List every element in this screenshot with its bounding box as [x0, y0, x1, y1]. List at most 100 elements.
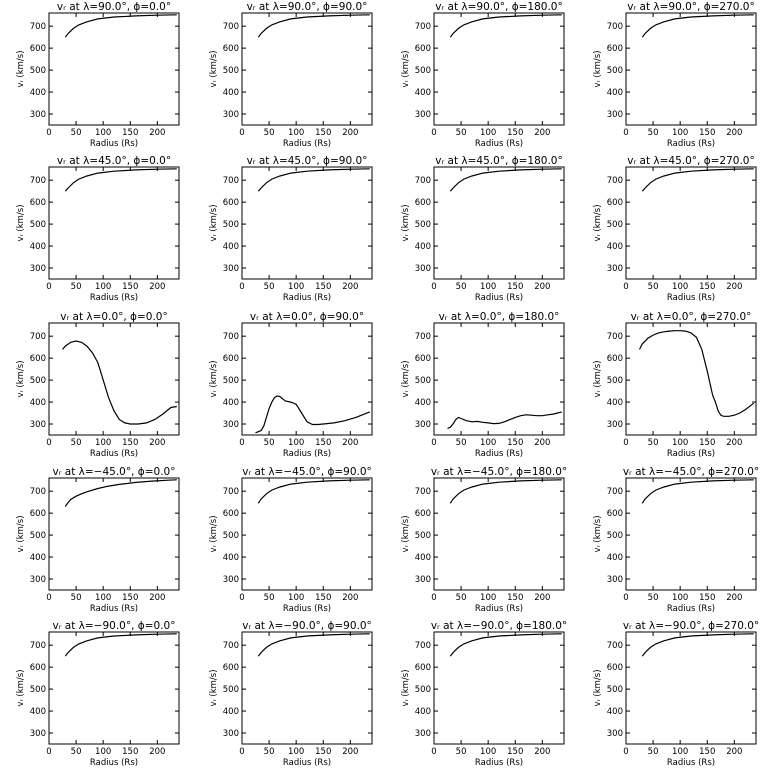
panel-13: vᵣ at λ=−45.0°, ϕ=0.0° 0 50 100 150 200 300 400…: [16, 466, 180, 614]
series-line: [638, 330, 755, 417]
y-tick-label: 600: [415, 354, 431, 364]
y-tick-label: 600: [30, 354, 46, 364]
y-axis-label: vᵣ (km/s): [16, 50, 26, 87]
panel-title: vᵣ at λ=−90.0°, ϕ=0.0°: [53, 620, 176, 632]
x-tick-label: 50: [71, 438, 82, 448]
series-line: [255, 395, 371, 434]
x-tick-label: 150: [122, 128, 138, 138]
x-axis-label: Radius (Rs): [283, 449, 331, 459]
x-tick-label: 50: [456, 747, 467, 757]
y-axis-label: vᵣ (km/s): [401, 204, 411, 241]
panel-20: vᵣ at λ=−90.0°, ϕ=270.0° 0 50 100 150 200 300 4…: [593, 620, 759, 768]
x-tick-label: 50: [71, 282, 82, 292]
x-axis-label: Radius (Rs): [667, 604, 715, 614]
x-tick-label: 150: [507, 128, 523, 138]
x-tick-label: 50: [456, 593, 467, 603]
y-tick-label: 300: [607, 110, 623, 120]
series-line: [257, 633, 370, 657]
x-tick-label: 150: [699, 282, 715, 292]
y-tick-label: 600: [223, 354, 239, 364]
x-tick-label: 150: [699, 593, 715, 603]
y-tick-label: 400: [415, 88, 431, 98]
y-tick-label: 400: [30, 88, 46, 98]
series-line: [64, 479, 177, 507]
y-tick-label: 300: [223, 110, 239, 120]
y-tick-label: 600: [607, 663, 623, 673]
y-axis-label: vᵣ (km/s): [401, 360, 411, 397]
plot-frame: [48, 322, 180, 436]
panel-title: vᵣ at λ=45.0°, ϕ=180.0°: [435, 155, 563, 167]
x-tick-label: 200: [534, 593, 550, 603]
x-tick-label: 50: [71, 593, 82, 603]
panel-title: vᵣ at λ=−45.0°, ϕ=270.0°: [623, 466, 759, 478]
y-tick-label: 600: [30, 198, 46, 208]
plot-frame: [625, 322, 757, 436]
y-axis-label: vᵣ (km/s): [209, 515, 219, 552]
x-tick-label: 200: [149, 747, 165, 757]
x-tick-label: 150: [315, 128, 331, 138]
y-tick-label: 400: [30, 707, 46, 717]
x-axis-label: Radius (Rs): [90, 758, 138, 768]
x-tick-label: 50: [264, 282, 275, 292]
series-line: [447, 411, 562, 429]
y-tick-label: 500: [223, 66, 239, 76]
x-tick-label: 150: [507, 438, 523, 448]
y-tick-label: 300: [415, 575, 431, 585]
x-tick-label: 0: [239, 282, 244, 292]
y-tick-label: 700: [223, 332, 239, 342]
y-tick-label: 400: [607, 707, 623, 717]
y-axis-label: vᵣ (km/s): [593, 50, 603, 87]
y-tick-label: 500: [607, 685, 623, 695]
panel-10: vᵣ at λ=0.0°, ϕ=90.0° 0 50 100 150 200 300 400 5…: [209, 311, 373, 459]
panel-title: vᵣ at λ=−45.0°, ϕ=180.0°: [431, 466, 567, 478]
panel-title: vᵣ at λ=−45.0°, ϕ=90.0°: [242, 466, 372, 478]
x-tick-label: 100: [95, 438, 111, 448]
y-tick-label: 500: [30, 66, 46, 76]
x-tick-label: 50: [264, 128, 275, 138]
y-tick-label: 400: [607, 553, 623, 563]
x-tick-label: 200: [534, 747, 550, 757]
x-tick-label: 200: [726, 282, 742, 292]
panel-title: vᵣ at λ=−90.0°, ϕ=180.0°: [431, 620, 567, 632]
y-tick-label: 500: [223, 685, 239, 695]
y-axis-label: vᵣ (km/s): [593, 669, 603, 706]
y-tick-label: 300: [607, 575, 623, 585]
x-tick-label: 100: [480, 282, 496, 292]
x-tick-label: 150: [699, 128, 715, 138]
y-axis-label: vᵣ (km/s): [209, 669, 219, 706]
panel-2: vᵣ at λ=90.0°, ϕ=90.0° 0 50 100 150 200 300 400…: [209, 1, 373, 149]
x-tick-label: 0: [431, 128, 436, 138]
x-tick-label: 100: [288, 747, 304, 757]
y-tick-label: 700: [415, 22, 431, 32]
y-tick-label: 700: [607, 176, 623, 186]
y-tick-label: 300: [223, 729, 239, 739]
series-line: [257, 14, 370, 38]
y-tick-label: 400: [30, 242, 46, 252]
x-axis-label: Radius (Rs): [283, 293, 331, 303]
x-tick-label: 0: [46, 128, 51, 138]
x-tick-label: 150: [122, 593, 138, 603]
series-line: [62, 340, 177, 425]
x-tick-label: 200: [534, 128, 550, 138]
y-tick-label: 400: [415, 242, 431, 252]
y-tick-label: 700: [30, 22, 46, 32]
panel-9: vᵣ at λ=0.0°, ϕ=0.0° 0 50 100 150 200 300 400 50…: [16, 311, 180, 459]
x-axis-label: Radius (Rs): [475, 293, 523, 303]
y-tick-label: 400: [415, 553, 431, 563]
x-axis-label: Radius (Rs): [283, 758, 331, 768]
x-tick-label: 100: [672, 282, 688, 292]
x-axis-label: Radius (Rs): [283, 139, 331, 149]
x-axis-label: Radius (Rs): [475, 139, 523, 149]
series-line: [449, 168, 562, 192]
y-tick-label: 700: [223, 487, 239, 497]
x-tick-label: 150: [122, 282, 138, 292]
x-axis-label: Radius (Rs): [475, 604, 523, 614]
series-line: [257, 168, 370, 192]
panel-8: vᵣ at λ=45.0°, ϕ=270.0° 0 50 100 150 200 300 40…: [593, 155, 757, 303]
plot-frame: [241, 12, 373, 126]
panel-title: vᵣ at λ=90.0°, ϕ=270.0°: [627, 1, 755, 13]
y-tick-label: 600: [30, 44, 46, 54]
x-tick-label: 50: [648, 282, 659, 292]
x-tick-label: 100: [672, 128, 688, 138]
y-tick-label: 500: [223, 376, 239, 386]
